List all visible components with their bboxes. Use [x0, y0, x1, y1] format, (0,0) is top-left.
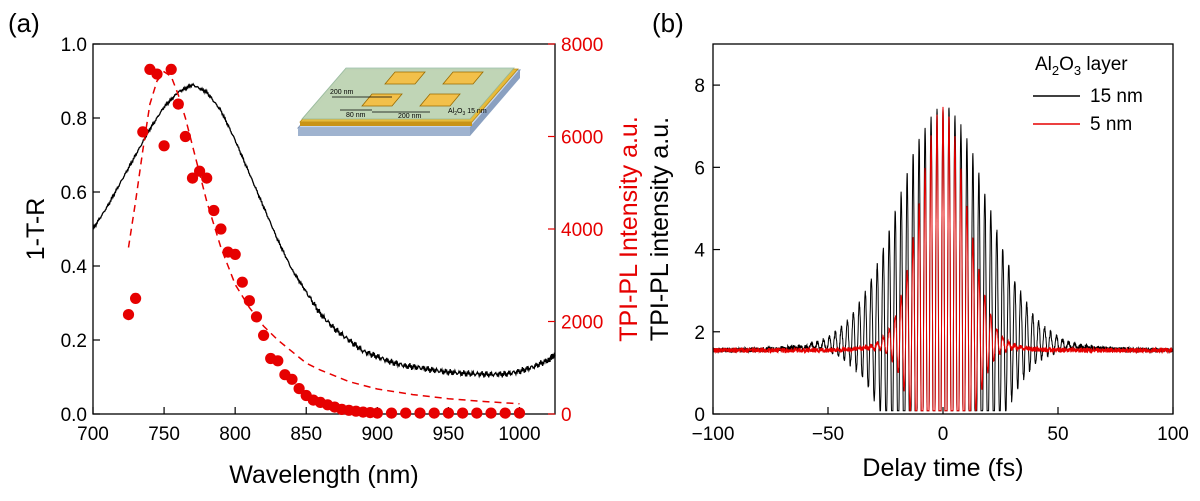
panel-a-y-label: 1-T-R — [22, 198, 50, 261]
a-y2-tick-label: 4000 — [561, 220, 603, 241]
panel-b-y-label: TPI-PL intensity a.u. — [646, 117, 674, 341]
b-y-tick-label: 8 — [694, 76, 705, 97]
tpl-point — [130, 292, 142, 304]
tpl-point — [158, 140, 170, 152]
tpl-point — [471, 407, 483, 419]
b-x-tick-label: 100 — [1157, 424, 1189, 445]
tpl-point — [208, 204, 220, 217]
inset-label-al2o3: Al2O3 15 nm — [448, 108, 487, 117]
tpl-point — [236, 276, 248, 288]
tpl-point — [151, 68, 163, 80]
panel-b-y-axis: 0 2 4 6 8 — [694, 76, 720, 426]
a-x-tick-label: 950 — [433, 424, 465, 445]
tpl-point — [201, 172, 213, 184]
a-y2-tick-label: 8000 — [561, 35, 603, 56]
tpl-point — [250, 311, 263, 323]
panel-b-x-label: Delay time (fs) — [862, 454, 1023, 482]
tpl-point — [499, 407, 511, 419]
tpl-point — [442, 407, 454, 419]
b-x-tick-label: −50 — [812, 424, 844, 445]
tpl-point — [243, 295, 255, 307]
tpl-point — [215, 223, 227, 235]
series-5nm-trace — [712, 106, 1174, 412]
tpl-point — [186, 172, 199, 184]
tpl-point — [485, 407, 497, 419]
a-y2-tick-label: 0 — [561, 405, 572, 426]
a-x-tick-label: 800 — [219, 424, 251, 445]
legend: Al2O3 layer 15 nm 5 nm — [1033, 54, 1143, 135]
panel-b-chart: TPI-PL intensity a.u. −100 −50 0 50 100 0 2 4 6… — [646, 43, 1189, 482]
a-y-tick-label: 1.0 — [61, 35, 87, 56]
tpl-point — [286, 373, 298, 385]
panel-a-y2-axis: 0 2000 4000 6000 8000 — [548, 35, 603, 426]
a-y-tick-label: 0.2 — [61, 331, 87, 352]
tpl-point — [414, 407, 426, 419]
a-x-tick-label: 1000 — [498, 424, 540, 445]
legend-15nm-label: 15 nm — [1090, 86, 1143, 107]
inset-label-200nm-2: 200 nm — [398, 113, 422, 120]
panel-a-x-axis: 700 750 800 850 900 950 1000 — [77, 407, 541, 445]
b-x-tick-label: 50 — [1047, 424, 1068, 445]
a-y-tick-label: 0.6 — [61, 183, 87, 204]
a-x-tick-label: 850 — [290, 424, 322, 445]
a-y-tick-label: 0.8 — [61, 109, 87, 130]
a-x-tick-label: 750 — [148, 424, 180, 445]
panel-b-x-axis: −100 −50 0 50 100 — [692, 407, 1189, 445]
a-x-tick-label: 900 — [361, 424, 393, 445]
series-15nm-trace — [712, 107, 1174, 412]
b-y-tick-label: 6 — [694, 158, 705, 179]
panel-b-label: (b) — [652, 8, 684, 38]
panel-a-chart: 700 750 800 850 900 950 1000 0.0 0.2 0.4 0.6 0.8 1.… — [22, 35, 643, 489]
b-x-tick-label: 0 — [938, 424, 949, 445]
sample-schematic-inset: 200 nm 80 nm 200 nm Al2O3 15 nm — [296, 67, 522, 136]
b-y-tick-label: 4 — [694, 241, 705, 262]
tpl-points — [122, 63, 526, 419]
panel-a-label: (a) — [8, 8, 40, 38]
tpl-point — [272, 355, 284, 367]
b-y-tick-label: 0 — [694, 405, 705, 426]
tpl-point — [513, 407, 526, 419]
a-y2-tick-label: 6000 — [561, 128, 603, 149]
legend-title: Al2O3 layer — [1035, 54, 1128, 78]
tpl-point — [457, 407, 469, 419]
a-y-tick-label: 0.4 — [61, 257, 88, 278]
panel-a-y-axis: 0.0 0.2 0.4 0.6 0.8 1.0 — [61, 35, 100, 426]
inset-label-80nm: 80 nm — [346, 112, 366, 119]
absorption-curve — [92, 82, 556, 379]
tpl-point — [428, 407, 440, 419]
panel-b-frame — [712, 43, 1174, 415]
a-y-tick-label: 0.0 — [61, 405, 87, 426]
tpl-point — [385, 407, 398, 419]
inset-label-200nm-1: 200 nm — [330, 89, 354, 96]
tpl-point — [293, 383, 305, 395]
b-y-tick-label: 2 — [694, 323, 705, 344]
tpl-point — [137, 126, 149, 138]
tpl-point — [400, 407, 412, 419]
tpl-point — [172, 98, 184, 110]
a-y2-tick-label: 2000 — [561, 313, 603, 334]
a-x-tick-label: 700 — [77, 424, 109, 445]
legend-5nm-label: 5 nm — [1090, 114, 1132, 135]
panel-a-y2-label: TPI-PL Intensity a.u. — [615, 116, 643, 342]
panel-a-x-label: Wavelength (nm) — [229, 461, 418, 489]
tpl-point — [194, 165, 206, 177]
tpl-point — [258, 329, 270, 341]
tpl-point — [165, 63, 177, 75]
b-x-tick-label: −100 — [692, 424, 735, 445]
tpl-point — [229, 248, 241, 260]
tpl-point — [371, 407, 383, 419]
tpl-point — [122, 309, 135, 321]
tpl-point — [179, 130, 191, 143]
